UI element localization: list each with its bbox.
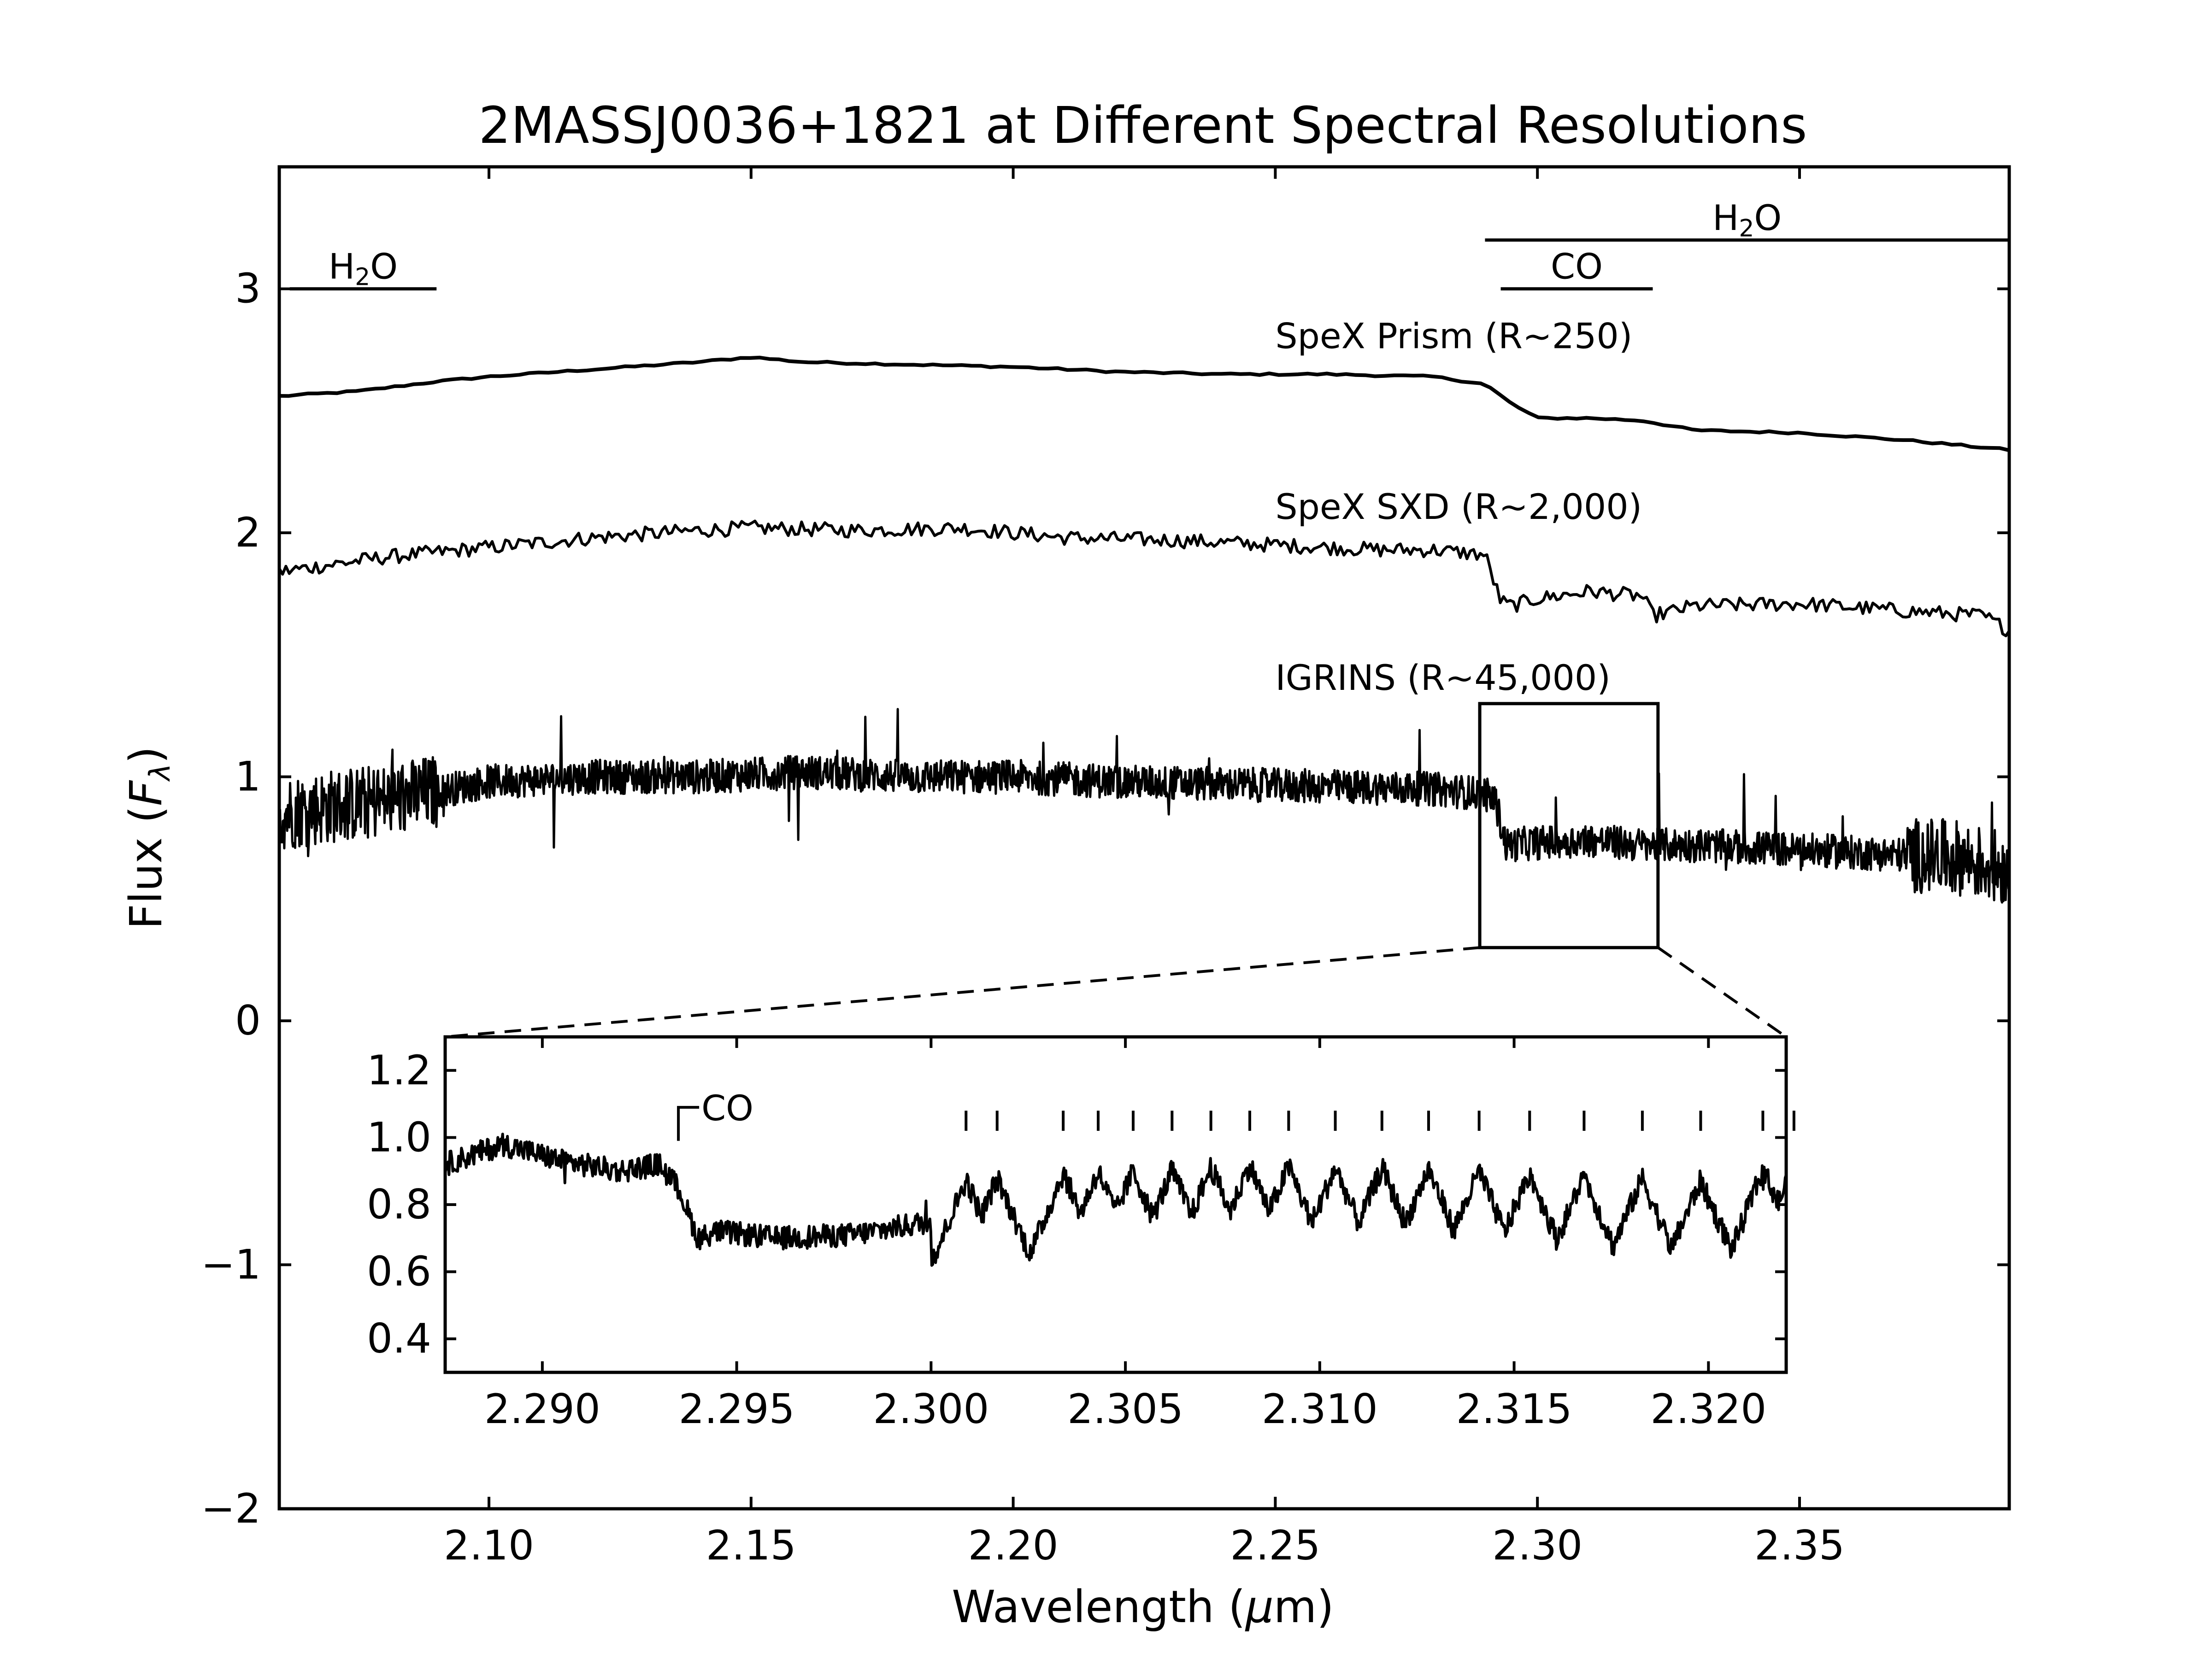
x-tick-label-1: 2.15 [706, 1522, 796, 1569]
series-line-1 [278, 519, 2011, 637]
inset-y-tick-label-3: 0.6 [367, 1248, 431, 1295]
spectra [278, 355, 2011, 904]
y-tick-label-4: −1 [201, 1241, 261, 1288]
x-tick-label-2: 2.20 [968, 1522, 1059, 1569]
y-tick-label-5: −2 [201, 1485, 261, 1532]
x-tick-label-4: 2.30 [1492, 1522, 1583, 1569]
series-label-0: SpeX Prism (R~250) [1275, 316, 1632, 357]
chart-title: 2MASSJ0036+1821 at Different Spectral Re… [479, 96, 1807, 155]
co-bandhead-label: CO [701, 1088, 753, 1129]
x-tick-label-0: 2.10 [444, 1522, 534, 1569]
main-plot-frame [277, 165, 2011, 1511]
inset-x-tick-label-1: 2.295 [679, 1385, 795, 1433]
band-annotations: H2O CO H2O [289, 197, 2009, 291]
y-tick-label-1: 2 [235, 509, 261, 556]
inset-x-tick-label-4: 2.310 [1262, 1385, 1378, 1433]
series-label-2: IGRINS (R~45,000) [1275, 657, 1611, 698]
y-tick-label-3: 0 [235, 997, 261, 1044]
inset-x-tick-label-6: 2.320 [1650, 1385, 1766, 1433]
main-axis-ticks [279, 167, 2009, 1510]
inset-x-tick-label-5: 2.315 [1456, 1385, 1572, 1433]
inset-plot: 2.290 2.295 2.300 2.305 2.310 2.315 2.320 1.2 1.… [367, 1037, 1795, 1433]
series-line-0 [279, 355, 2010, 453]
inset-y-tick-label-1: 1.0 [367, 1113, 431, 1161]
band-label-0: H2O [329, 246, 398, 291]
inset-x-tick-label-0: 2.290 [484, 1385, 600, 1433]
y-tick-label-2: 1 [235, 753, 261, 800]
x-tick-label-5: 2.35 [1754, 1522, 1845, 1569]
x-axis-label: Wavelength (μm) [952, 1581, 1334, 1633]
inset-x-tick-label-3: 2.305 [1067, 1385, 1183, 1433]
inset-y-tick-label-2: 0.8 [367, 1181, 431, 1228]
x-tick-label-3: 2.25 [1230, 1522, 1320, 1569]
inset-y-tick-label-4: 0.4 [367, 1315, 431, 1362]
inset-spectrum-line [444, 1132, 1788, 1267]
series-line-2 [278, 708, 2011, 904]
band-label-1: CO [1551, 246, 1603, 287]
inset-plot-frame [443, 1035, 1788, 1374]
zoom-box [1478, 702, 1660, 949]
inset-y-tick-label-0: 1.2 [367, 1047, 431, 1094]
inset-x-tick-label-2: 2.300 [873, 1385, 989, 1433]
zoom-connector-left [445, 946, 1480, 1038]
band-label-2: H2O [1712, 197, 1782, 242]
series-labels: SpeX Prism (R~250) SpeX SXD (R~2,000) IGRI… [1275, 316, 1642, 698]
y-axis-label: Flux (Fλ) [120, 747, 176, 930]
y-tick-label-0: 3 [235, 265, 261, 312]
zoom-indicator [445, 702, 1787, 1038]
series-label-1: SpeX SXD (R~2,000) [1275, 486, 1642, 527]
main-tick-labels: 2.10 2.15 2.20 2.25 2.30 2.35 3 2 1 0 −1 −2 [201, 265, 1845, 1569]
zoom-connector-right [1657, 946, 1787, 1038]
co-bandhead-marker [677, 1106, 700, 1141]
